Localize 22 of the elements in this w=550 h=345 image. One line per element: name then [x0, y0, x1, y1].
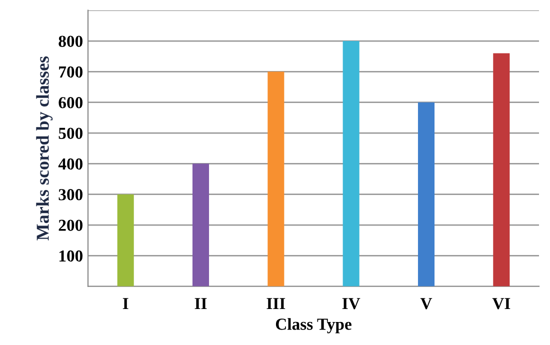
x-tick-label: VI — [492, 298, 510, 310]
y-tick-label: 500 — [58, 128, 83, 139]
x-axis-title: Class Type — [276, 318, 352, 334]
y-tick-label: 700 — [59, 66, 83, 78]
bar — [342, 41, 360, 286]
x-tick-label: V — [420, 298, 432, 310]
bar — [192, 164, 210, 286]
y-axis-title: Marks scored by classes — [36, 56, 53, 240]
y-tick-label: 100 — [59, 250, 83, 262]
y-tick-label: 400 — [58, 158, 83, 170]
bar — [268, 72, 284, 286]
x-tick-label: IV — [342, 298, 360, 310]
x-tick-label: I — [122, 298, 128, 310]
y-tick-label: 200 — [58, 220, 83, 231]
bar — [117, 194, 134, 286]
x-tick-label: II — [194, 298, 207, 310]
bar — [493, 53, 510, 286]
y-tick-label: 300 — [58, 189, 83, 200]
y-tick-label: 800 — [58, 36, 83, 47]
y-tick-label: 600 — [58, 97, 83, 108]
bar — [418, 102, 435, 286]
x-tick-label: III — [266, 298, 286, 310]
